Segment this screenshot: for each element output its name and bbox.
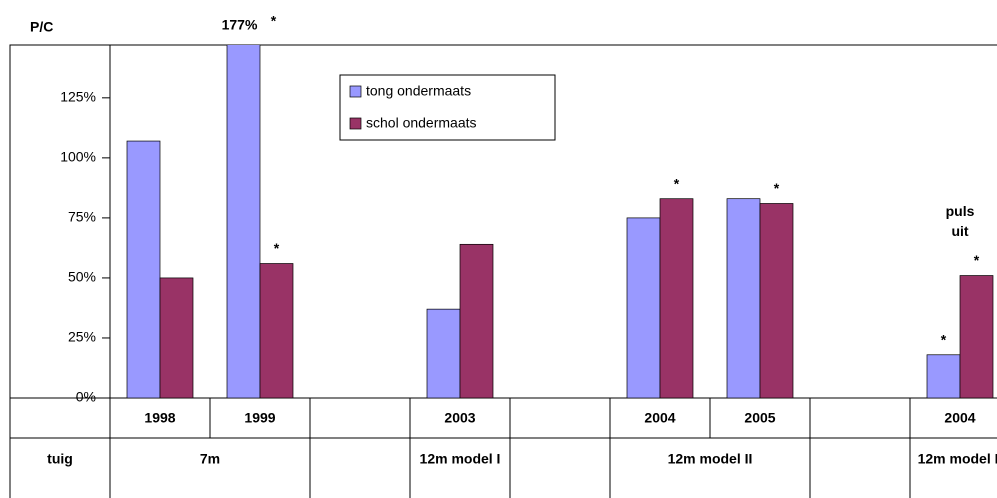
legend-swatch (349, 117, 362, 130)
legend-label: tong ondermaats (366, 83, 471, 99)
significance-mark: * (274, 240, 280, 256)
y-tick-label: 100% (60, 149, 96, 165)
bar (126, 140, 161, 399)
y-tick-label: 125% (60, 89, 96, 105)
group-label: 12m model I (420, 451, 501, 467)
y-axis-label: P/C (30, 19, 53, 35)
bar (159, 277, 194, 399)
bar (259, 263, 294, 399)
y-tick-label: 50% (68, 269, 96, 285)
x-tick-label: 2004 (644, 410, 675, 426)
bar (426, 308, 461, 399)
significance-mark: * (974, 252, 980, 268)
significance-mark: * (941, 331, 947, 347)
bar (226, 45, 261, 399)
y-tick-label: 25% (68, 329, 96, 345)
bar (759, 203, 794, 399)
group-label: 12m model II (918, 451, 997, 467)
frame (9, 44, 997, 498)
value-label: 177% (222, 17, 258, 33)
bars (126, 45, 994, 399)
y-tick-label: 0% (76, 389, 96, 405)
bar (959, 275, 994, 399)
x-tick-label: 1998 (144, 410, 175, 426)
x-tick-label: 1999 (244, 410, 275, 426)
bar (926, 354, 961, 399)
bar (659, 198, 694, 399)
legend-label: schol ondermaats (366, 115, 477, 131)
legend-swatch (349, 85, 362, 98)
significance-mark: * (271, 13, 277, 29)
significance-mark: * (774, 180, 780, 196)
group-label: 7m (200, 451, 220, 467)
x-tick-label: 2005 (744, 410, 775, 426)
x-tick-label: 2003 (444, 410, 475, 426)
group-label: 12m model II (668, 451, 753, 467)
significance-mark: * (674, 175, 680, 191)
y-tick-label: 75% (68, 209, 96, 225)
legend (339, 74, 556, 141)
row-label: tuig (47, 451, 73, 467)
bar (459, 243, 494, 399)
annotation: puls uit (946, 203, 975, 239)
bar (726, 198, 761, 399)
bar (626, 217, 661, 399)
x-tick-label: 2004 (944, 410, 975, 426)
